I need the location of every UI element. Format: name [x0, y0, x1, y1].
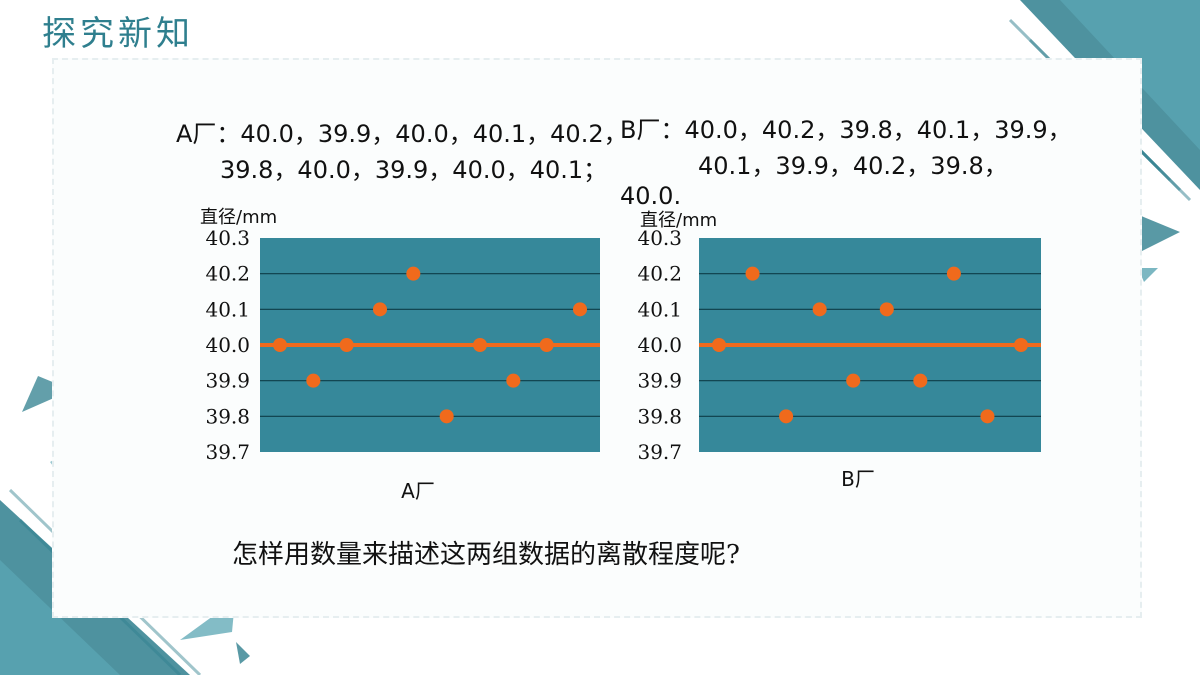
y-axis-label: 直径/mm [200, 207, 277, 228]
data-point [306, 373, 321, 388]
data-point [846, 373, 861, 388]
data-point [373, 302, 387, 317]
data-point [712, 338, 726, 352]
data-point [812, 302, 827, 317]
slide-title: 探究新知 [42, 14, 194, 54]
factory-a-data-line-2: 39.8，40.0，39.9，40.0，40.1； [220, 156, 608, 184]
data-point [339, 338, 354, 352]
y-tick-label: 39.7 [205, 440, 250, 464]
question-text: 怎样用数量来描述这两组数据的离散程度呢? [232, 540, 740, 570]
y-tick-label: 40.0 [205, 333, 250, 357]
data-point [913, 373, 928, 388]
chart-a: 40.3 40.2 40.1 40.0 39.9 39.8 39.7 直径/mm A厂 [200, 207, 600, 503]
data-point [573, 302, 587, 317]
data-point [406, 266, 421, 281]
y-tick-label: 39.9 [637, 369, 682, 393]
data-point [506, 373, 521, 388]
y-tick-label: 39.8 [205, 404, 250, 428]
factory-a-data-line-1: A厂：40.0，39.9，40.0，40.1，40.2， [176, 120, 628, 148]
y-tick-label: 40.3 [637, 226, 682, 250]
data-point [539, 338, 554, 352]
y-tick-label: 39.7 [637, 440, 682, 464]
data-point [779, 409, 794, 424]
y-tick-label: 40.3 [205, 226, 250, 250]
y-tick-label: 40.1 [637, 297, 682, 321]
y-tick-label: 40.0 [637, 333, 682, 357]
data-point [273, 338, 287, 352]
y-tick-label: 40.2 [637, 262, 682, 286]
data-point [879, 302, 894, 317]
data-point [1014, 338, 1028, 352]
data-point [745, 266, 760, 281]
data-point [439, 409, 454, 424]
factory-b-data-line-1: B厂：40.0，40.2，39.8，40.1，39.9， [620, 116, 1072, 144]
x-axis-label: B厂 [841, 467, 875, 491]
y-tick-label: 40.2 [205, 262, 250, 286]
y-axis-label: 直径/mm [640, 210, 717, 231]
data-point [980, 409, 995, 424]
factory-b-data-line-2: 40.1，39.9，40.2，39.8， [698, 152, 1008, 180]
x-axis-label: A厂 [401, 479, 435, 503]
chart-b: 40.3 40.2 40.1 40.0 39.9 39.8 39.7 直径/mm B厂 [637, 210, 1041, 491]
y-tick-label: 39.8 [637, 404, 682, 428]
data-point [946, 266, 961, 281]
y-tick-label: 40.1 [205, 297, 250, 321]
data-point [473, 338, 487, 352]
factory-b-data-line-3: 40.0. [620, 182, 682, 210]
y-tick-label: 39.9 [205, 369, 250, 393]
